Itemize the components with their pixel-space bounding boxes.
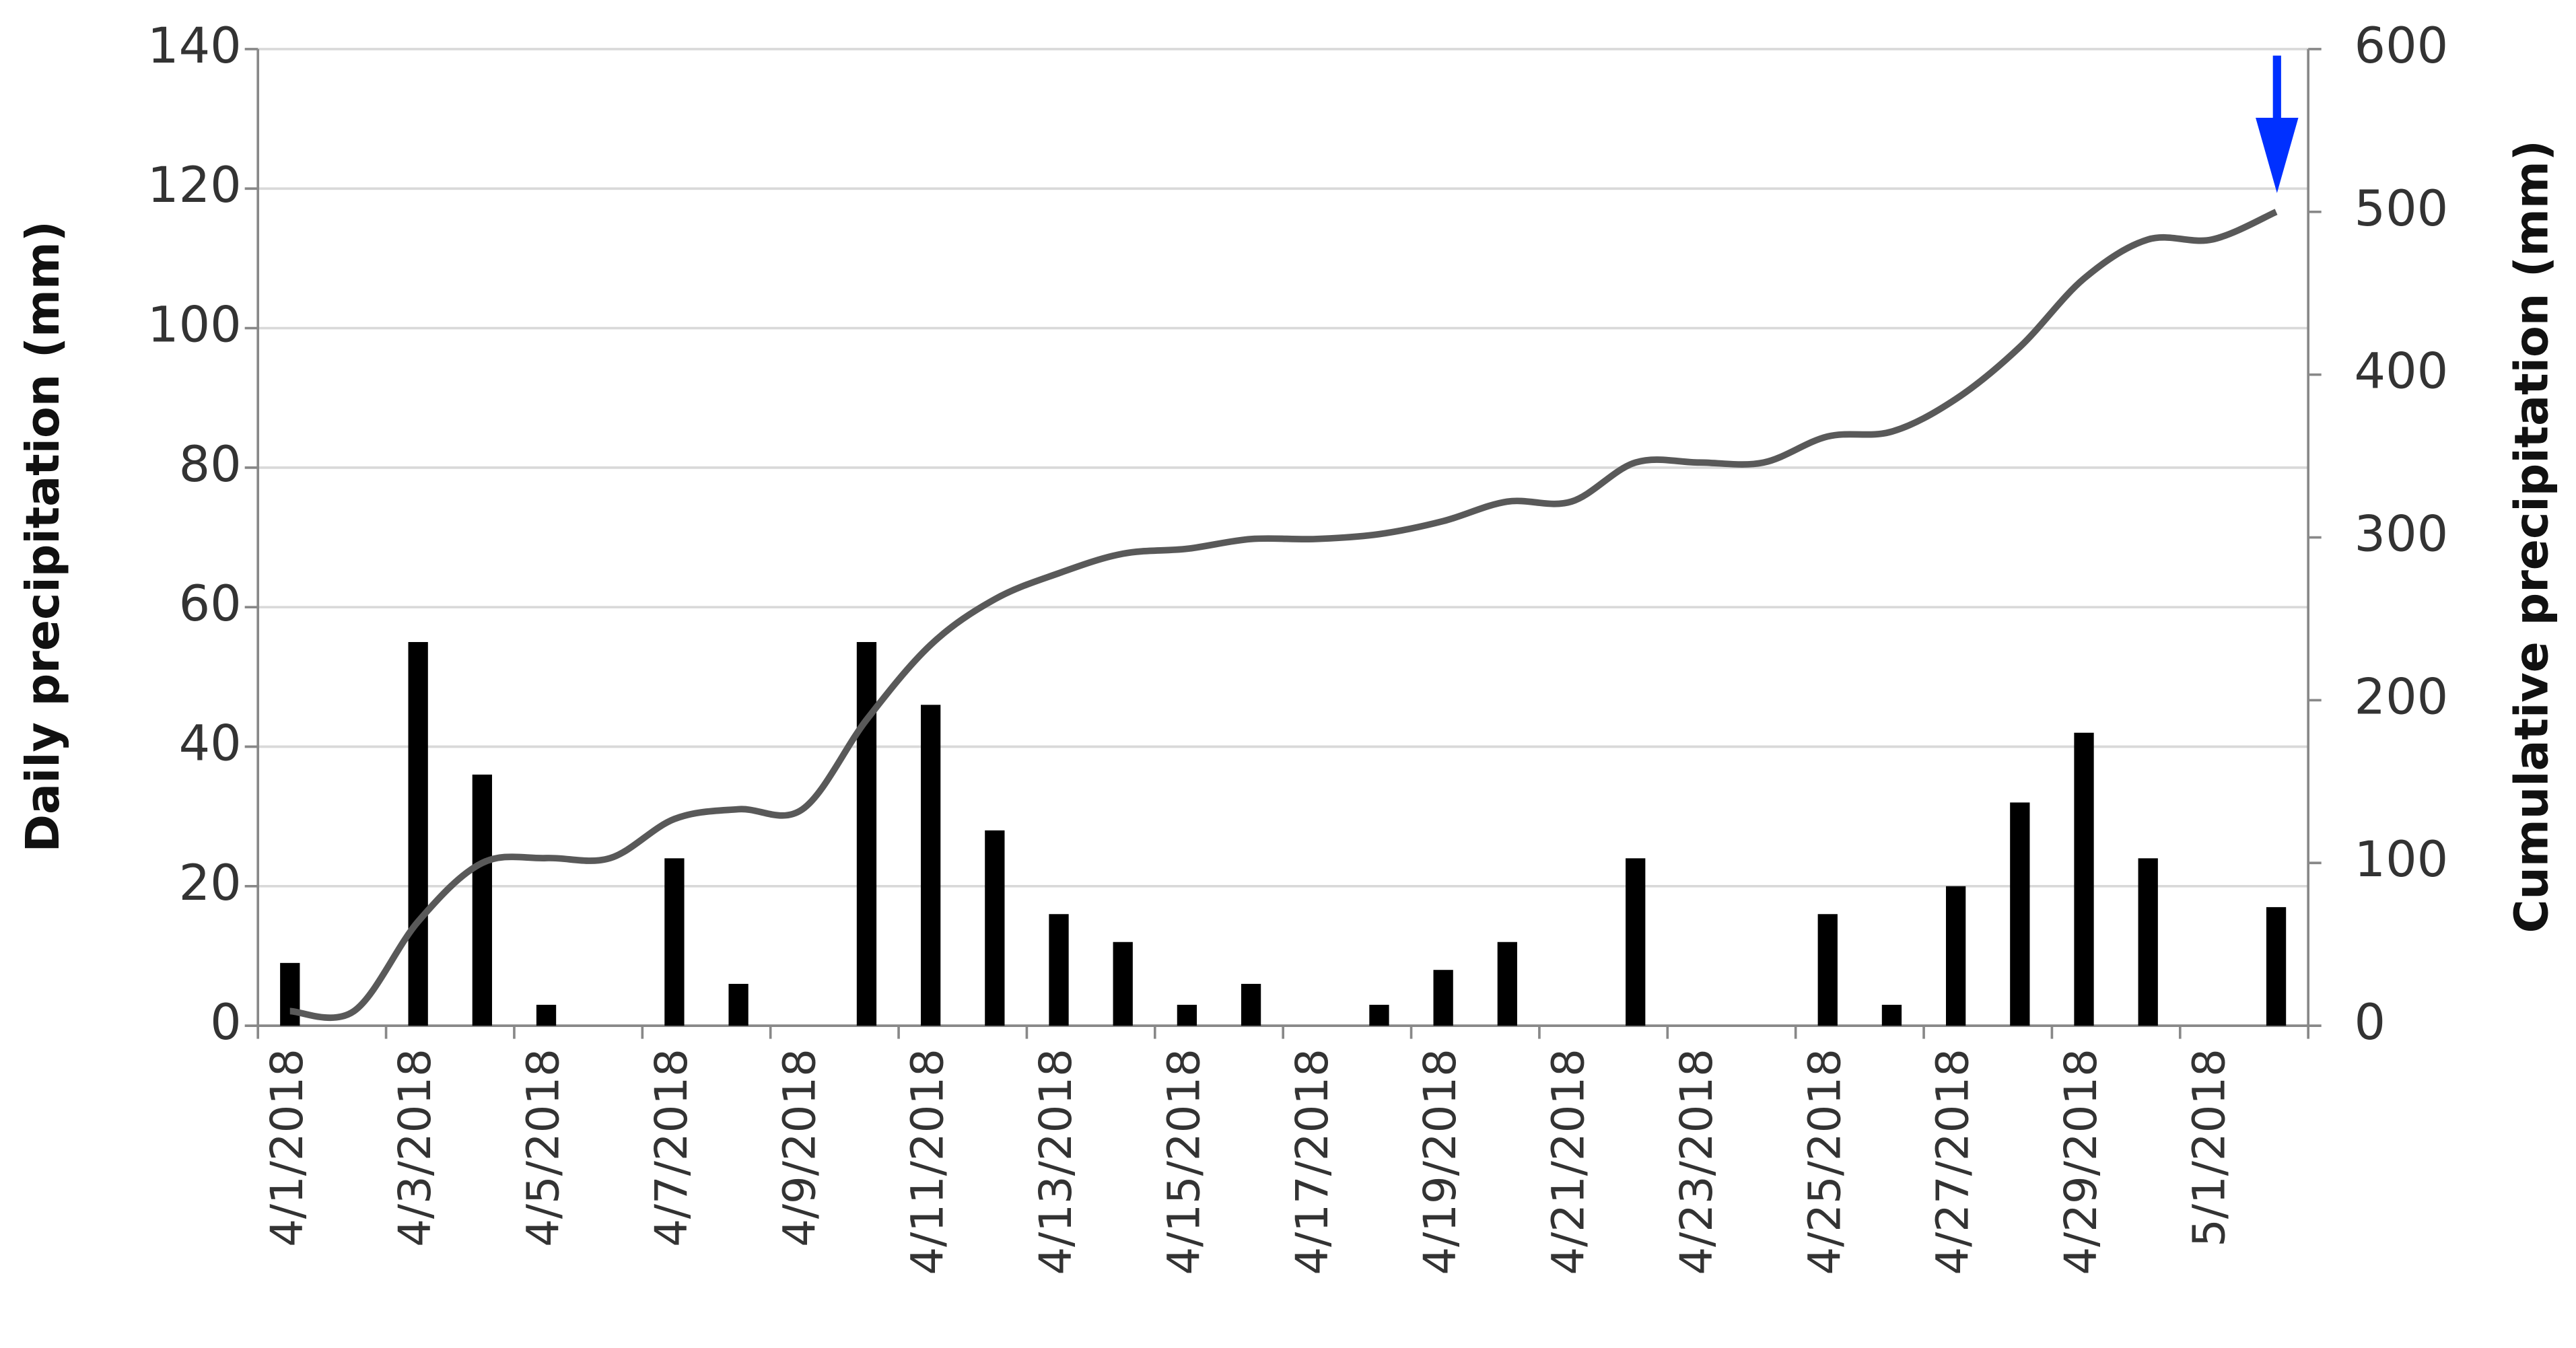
x-tick-label: 4/23/2018 [1671,1049,1722,1275]
x-tick-label: 4/3/2018 [389,1049,441,1247]
y-tick-label: 60 [179,575,242,633]
bar [2010,802,2030,1026]
plot-area: 0 20 40 60 80 100 120 140 0 100 200 300 400 500 600 4/1… [147,17,2448,1275]
bar [472,774,492,1026]
x-tick-label: 4/7/2018 [646,1049,697,1247]
bar [1241,983,1261,1026]
bar [1626,858,1646,1026]
annotation-arrow [2256,55,2299,193]
x-tick-label: 4/25/2018 [1799,1049,1850,1275]
bar [2074,732,2094,1026]
x-tick-label: 4/5/2018 [518,1049,569,1247]
y2-tick-label: 100 [2355,831,2449,888]
y2-axis-title: Cumulative precipitation (mm) [2505,140,2558,933]
bar [921,705,941,1026]
y-axis-title: Daily precipitation (mm) [17,221,70,852]
y2-tick-label: 400 [2355,343,2449,400]
x-tick-label: 4/15/2018 [1158,1049,1210,1275]
y2-tick-label: 600 [2355,17,2449,75]
bar [728,983,749,1026]
bar [1497,942,1517,1026]
bar [1881,1005,1902,1026]
x-tick-label: 4/27/2018 [1927,1049,1979,1275]
y-tick-label: 40 [179,715,242,773]
bar [536,1005,557,1026]
bar [1433,970,1453,1026]
bar [2138,858,2158,1026]
bar [280,962,300,1026]
bar [1945,886,1966,1026]
x-tick-label: 4/11/2018 [902,1049,954,1275]
x-tick-label: 4/17/2018 [1286,1049,1338,1275]
y2-tick-label: 500 [2355,180,2449,238]
bar [1817,914,1838,1026]
cumulative-line [289,209,2278,1022]
y2-tick-label: 200 [2355,669,2449,726]
bar [1113,942,1133,1026]
bar [2266,907,2287,1026]
y-tick-label: 140 [147,17,242,75]
y-tick-label: 120 [147,157,242,214]
y2-tick-label: 0 [2355,994,2386,1051]
y-tick-label: 20 [179,855,242,912]
bar [856,642,877,1026]
x-tick-label: 4/19/2018 [1414,1049,1466,1275]
bar [408,642,428,1026]
x-tick-label: 4/1/2018 [261,1049,313,1247]
x-tick-label: 4/13/2018 [1030,1049,1082,1275]
bar [1049,914,1069,1026]
x-tick-label: 5/1/2018 [2183,1049,2235,1247]
y2-tick-label: 300 [2355,506,2449,563]
arrow-head [2256,118,2299,193]
x-tick-label: 4/29/2018 [2055,1049,2107,1275]
y-tick-label: 80 [179,436,242,493]
bar [1177,1005,1197,1026]
bar [664,858,685,1026]
y-tick-label: 100 [147,297,242,354]
y-tick-label: 0 [210,994,242,1051]
x-tick-label: 4/21/2018 [1542,1049,1594,1275]
x-tick-label: 4/9/2018 [773,1049,825,1247]
bar [1369,1005,1389,1026]
bar [985,830,1005,1026]
